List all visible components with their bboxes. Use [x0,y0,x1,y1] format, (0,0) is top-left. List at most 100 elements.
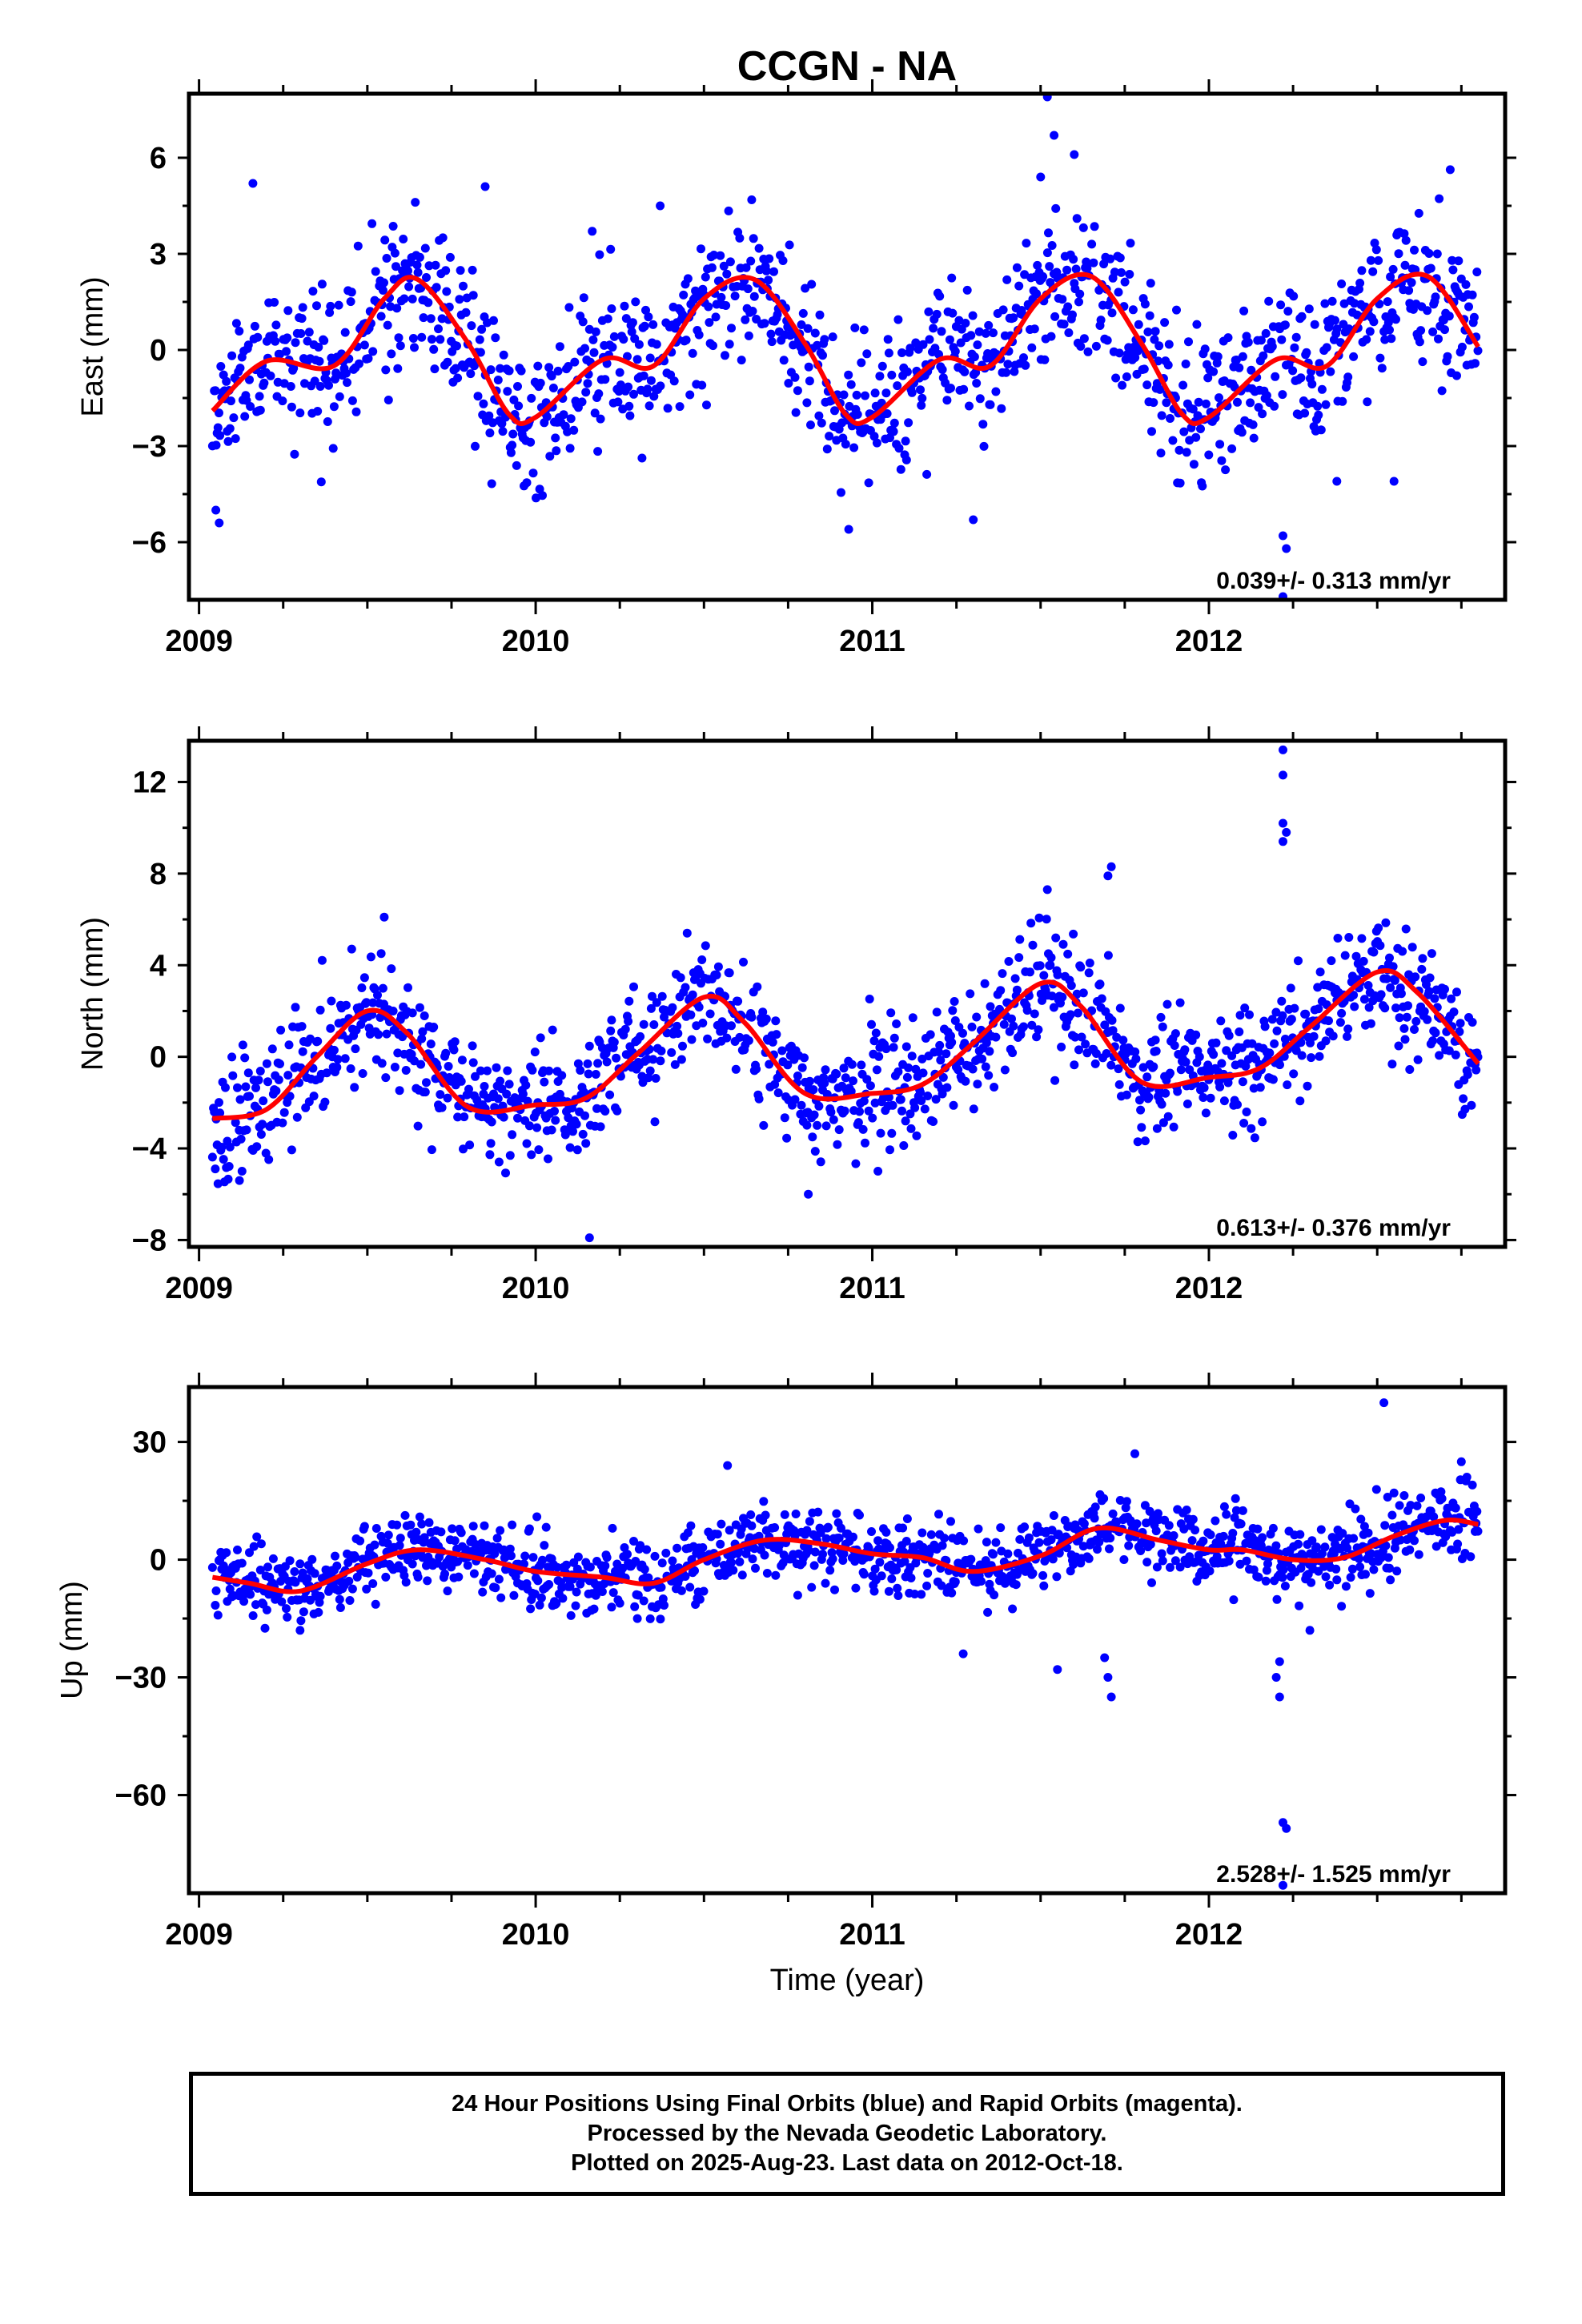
data-point [970,352,979,362]
data-point [1075,289,1085,299]
data-point [749,292,759,301]
data-point [1436,1487,1446,1497]
data-point [772,1030,781,1039]
data-point [1158,1022,1167,1031]
data-point [1256,336,1266,345]
data-point [834,1125,844,1135]
data-point [966,331,976,340]
data-point [1369,317,1379,327]
data-point [323,417,332,426]
data-point [376,312,386,321]
data-point [865,995,874,1003]
data-point [724,206,733,215]
data-point [1040,355,1050,364]
data-point [1268,1075,1278,1084]
data-point [547,372,556,381]
data-point [916,385,925,395]
data-point [947,1038,957,1047]
data-point [1157,1549,1166,1558]
data-point [893,1583,902,1593]
data-point [889,427,898,436]
data-point [938,1072,948,1082]
data-point [865,1081,875,1091]
data-point [473,392,483,401]
data-point [983,1607,993,1617]
data-point [1454,256,1464,266]
data-point [1448,265,1458,275]
data-point [552,1562,562,1572]
data-point [1115,1496,1125,1505]
data-point [634,340,644,349]
data-point [1192,320,1202,329]
data-point [821,1578,830,1588]
data-point [876,1128,885,1138]
data-point [619,335,628,344]
data-point [289,364,299,373]
data-point [259,378,269,388]
data-point [841,1073,850,1083]
data-point [579,293,588,303]
data-point [1115,1003,1125,1013]
data-point [896,1095,905,1104]
data-point [296,329,306,338]
y-tick-label: 0 [150,1041,167,1075]
data-point [746,256,756,266]
data-point [711,312,721,322]
data-point [632,1614,642,1623]
data-point [886,1008,896,1018]
data-point [1050,131,1059,140]
data-point [359,1522,369,1531]
data-point [413,1121,423,1131]
data-point [559,410,568,420]
data-point [602,1057,612,1067]
data-point [805,1517,814,1526]
data-point [486,365,496,375]
data-point [1160,318,1170,328]
data-point [1206,1093,1215,1103]
data-point [1147,427,1156,436]
data-point [373,991,382,1000]
data-point [1405,1065,1415,1074]
data-point [441,266,451,275]
data-point [998,305,1008,315]
data-point [578,317,588,327]
data-point [1454,1525,1464,1534]
data-point [1059,320,1069,329]
data-point [471,1539,480,1549]
data-point [1114,287,1123,297]
data-point [707,263,717,272]
data-point [378,286,387,295]
data-point [1168,436,1178,445]
data-point [675,402,685,412]
data-point [295,408,305,418]
up-rate-label: 2.528+/- 1.525 mm/yr [1216,1861,1451,1888]
data-point [427,1145,436,1155]
data-point [1194,397,1203,407]
data-point [1155,384,1165,394]
data-point [1164,340,1174,349]
data-point [608,1523,617,1533]
data-point [1329,1549,1339,1558]
data-point [246,402,255,411]
data-point [875,372,885,381]
data-point [822,444,832,454]
data-point [382,1029,391,1039]
data-point [1068,310,1077,320]
data-point [1416,326,1426,336]
data-point [1271,1541,1281,1550]
data-point [861,1138,869,1148]
data-point [747,1012,757,1022]
data-point [566,1610,576,1620]
data-point [291,1003,300,1012]
data-point [828,1554,837,1564]
data-point [639,1596,648,1606]
data-point [747,195,757,204]
data-point [864,478,873,488]
data-point [1455,1027,1464,1036]
data-point [493,376,503,384]
data-point [1418,357,1427,367]
data-point [596,1122,605,1132]
data-point [871,1028,881,1038]
data-point [959,384,969,394]
data-point [727,1021,736,1031]
